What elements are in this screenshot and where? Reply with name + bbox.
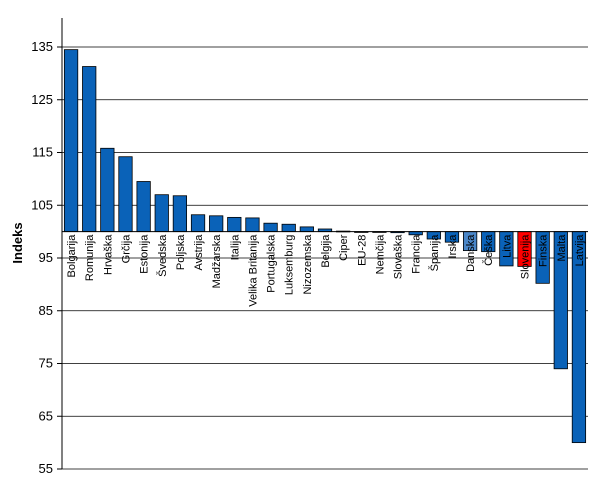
bar-13	[299, 226, 314, 233]
bars	[63, 49, 587, 444]
bar-4	[136, 181, 151, 233]
bar-5	[154, 194, 169, 233]
bar-1	[82, 66, 97, 233]
y-tick-labels: 55 65 75 85 95 105 115 125 135	[31, 39, 62, 476]
category-label-8: Madžarska	[211, 234, 223, 289]
bar-11	[263, 222, 278, 233]
bar-2	[100, 147, 115, 233]
category-label-26: Finska	[538, 234, 550, 267]
category-label-10: Velika Britanija	[247, 234, 259, 307]
bar-12	[281, 223, 296, 233]
y-tick-label-55: 55	[39, 461, 53, 476]
bar-0	[63, 49, 79, 233]
category-label-11: Portugalska	[266, 234, 278, 293]
category-label-4: Estonija	[139, 234, 151, 274]
category-label-17: Nemčija	[374, 234, 386, 275]
category-label-20: Španija	[428, 234, 441, 272]
category-label-1: Romunija	[84, 234, 96, 281]
y-tick-label-115: 115	[32, 145, 53, 160]
bar-10	[245, 217, 260, 233]
axes	[61, 18, 588, 469]
category-label-6: Poljska	[175, 234, 187, 270]
category-label-23: Češka	[482, 234, 495, 266]
category-label-7: Avstrija	[193, 234, 205, 271]
category-label-5: Švedska	[156, 234, 169, 277]
bar-7	[190, 214, 206, 233]
category-label-3: Grčija	[120, 234, 132, 264]
y-tick-label-65: 65	[39, 408, 53, 423]
category-label-12: Luksemburg	[284, 235, 296, 296]
category-label-28: Latvija	[574, 234, 586, 267]
category-label-27: Malta	[556, 234, 568, 262]
category-label-25: Slovenija	[520, 234, 532, 280]
y-tick-label-75: 75	[39, 356, 53, 371]
bar-9	[227, 216, 242, 233]
y-axis-label: Indeks	[10, 222, 25, 263]
category-label-18: Slovaška	[393, 234, 405, 280]
y-tick-label-125: 125	[31, 92, 53, 107]
y-tick-label-135: 135	[31, 39, 53, 54]
bar-8	[209, 215, 224, 233]
category-label-0: Bolgarija	[66, 234, 78, 278]
category-labels: Bolgarija Romunija Hrvaška Grčija Estonija Šv…	[66, 234, 586, 307]
category-label-13: Nizozemska	[302, 234, 314, 295]
category-label-24: Litva	[501, 234, 513, 258]
category-label-16: EU-28	[356, 235, 368, 266]
y-tick-label-105: 105	[31, 197, 53, 212]
y-tick-label-85: 85	[39, 303, 53, 318]
y-tick-label-95: 95	[39, 250, 53, 265]
category-label-15: Ciper	[338, 234, 350, 261]
category-label-9: Italija	[229, 234, 241, 261]
category-label-14: Belgija	[320, 234, 332, 268]
bar-3	[118, 156, 133, 233]
category-label-19: Francija	[411, 234, 423, 274]
bar-6	[172, 195, 188, 233]
category-label-21: Irska	[447, 234, 459, 259]
category-label-22: Danska	[465, 234, 477, 272]
category-label-2: Hrvaška	[102, 234, 114, 275]
